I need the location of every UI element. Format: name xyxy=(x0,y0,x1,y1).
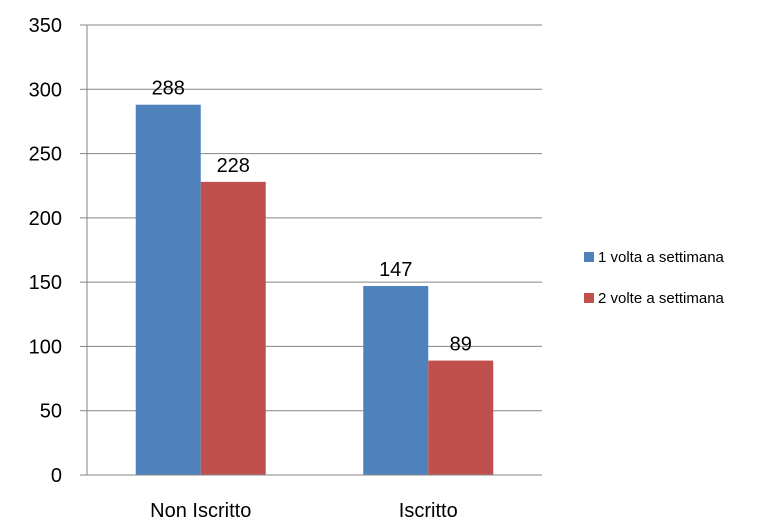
y-tick-label: 350 xyxy=(29,15,62,37)
data-labels: 288 228 147 89 xyxy=(152,78,472,356)
legend-label: 2 volte a settimana xyxy=(598,290,725,307)
y-tick-label: 150 xyxy=(29,272,62,294)
data-label: 147 xyxy=(379,259,412,281)
legend-label: 1 volta a settimana xyxy=(598,249,725,266)
bar-1-2 xyxy=(363,286,429,475)
y-tick-label: 300 xyxy=(29,79,62,101)
data-label: 288 xyxy=(152,78,185,100)
legend-swatch xyxy=(584,293,594,303)
bar-2-1 xyxy=(200,181,266,475)
data-label: 228 xyxy=(217,155,250,177)
y-tick-label: 250 xyxy=(29,144,62,166)
y-tick-label: 50 xyxy=(40,401,62,423)
y-tick-label: 0 xyxy=(51,465,62,487)
category-label: Iscritto xyxy=(399,500,458,522)
bar-2-2 xyxy=(428,360,494,475)
category-label: Non Iscritto xyxy=(150,500,251,522)
legend: 1 volta a settimana 2 volte a settimana xyxy=(584,249,725,307)
bars xyxy=(135,104,494,475)
y-axis-ticks: 0 50 100 150 200 250 300 350 xyxy=(29,15,87,487)
x-axis-category-labels: Non Iscritto Iscritto xyxy=(150,500,458,522)
data-label: 89 xyxy=(450,334,472,356)
bar-1-1 xyxy=(135,104,201,475)
y-tick-label: 100 xyxy=(29,336,62,358)
legend-swatch xyxy=(584,252,594,262)
y-tick-label: 200 xyxy=(29,208,62,230)
